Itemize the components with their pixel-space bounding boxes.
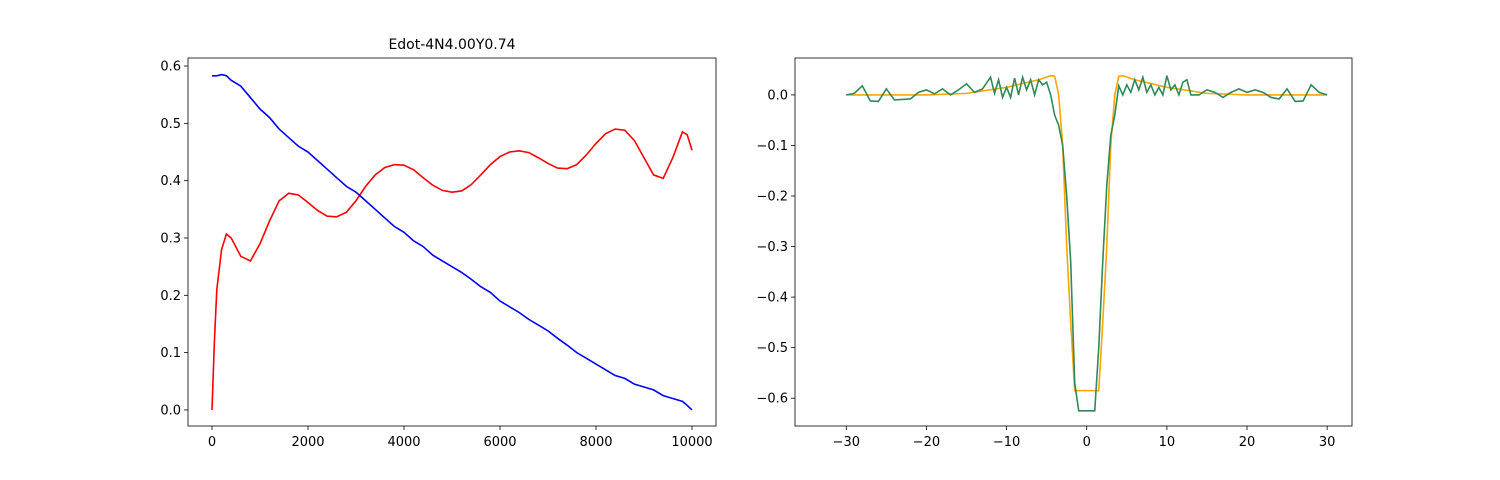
- x-tick-label: 10: [1159, 435, 1176, 450]
- x-tick-label: 0: [1083, 435, 1091, 450]
- x-tick-label: −10: [993, 435, 1020, 450]
- y-tick-label: −0.2: [756, 190, 788, 205]
- y-tick-label: 0.6: [160, 60, 181, 75]
- data-line: [846, 74, 1328, 392]
- data-line: [846, 74, 1328, 412]
- y-tick-label: −0.4: [756, 291, 788, 306]
- y-tick-label: −0.1: [756, 139, 788, 154]
- y-tick-label: −0.5: [756, 341, 788, 356]
- y-tick-label: 0.0: [767, 88, 788, 103]
- chart-title: Edot-4N4.00Y0.74: [388, 37, 515, 53]
- y-tick-label: 0.1: [160, 346, 181, 361]
- x-tick-label: 4000: [387, 435, 420, 450]
- axes-frame: [794, 57, 1353, 427]
- x-tick-label: 2000: [291, 435, 324, 450]
- data-line: [212, 73, 693, 411]
- y-tick-label: −0.6: [756, 392, 788, 407]
- x-tick-label: 6000: [483, 435, 516, 450]
- y-tick-label: 0.2: [160, 289, 181, 304]
- data-line: [211, 128, 693, 410]
- x-tick-label: −30: [833, 435, 860, 450]
- x-tick-label: 0: [208, 435, 216, 450]
- y-tick-label: 0.0: [160, 403, 181, 418]
- x-tick-label: 8000: [579, 435, 612, 450]
- axes-frame: [187, 57, 717, 427]
- x-tick-label: 30: [1319, 435, 1336, 450]
- x-tick-label: 10000: [671, 435, 712, 450]
- y-tick-label: 0.4: [160, 174, 181, 189]
- x-tick-label: −20: [913, 435, 940, 450]
- y-tick-label: 0.3: [160, 231, 181, 246]
- y-tick-label: −0.3: [756, 240, 788, 255]
- x-tick-label: 20: [1239, 435, 1256, 450]
- y-tick-label: 0.5: [160, 117, 181, 132]
